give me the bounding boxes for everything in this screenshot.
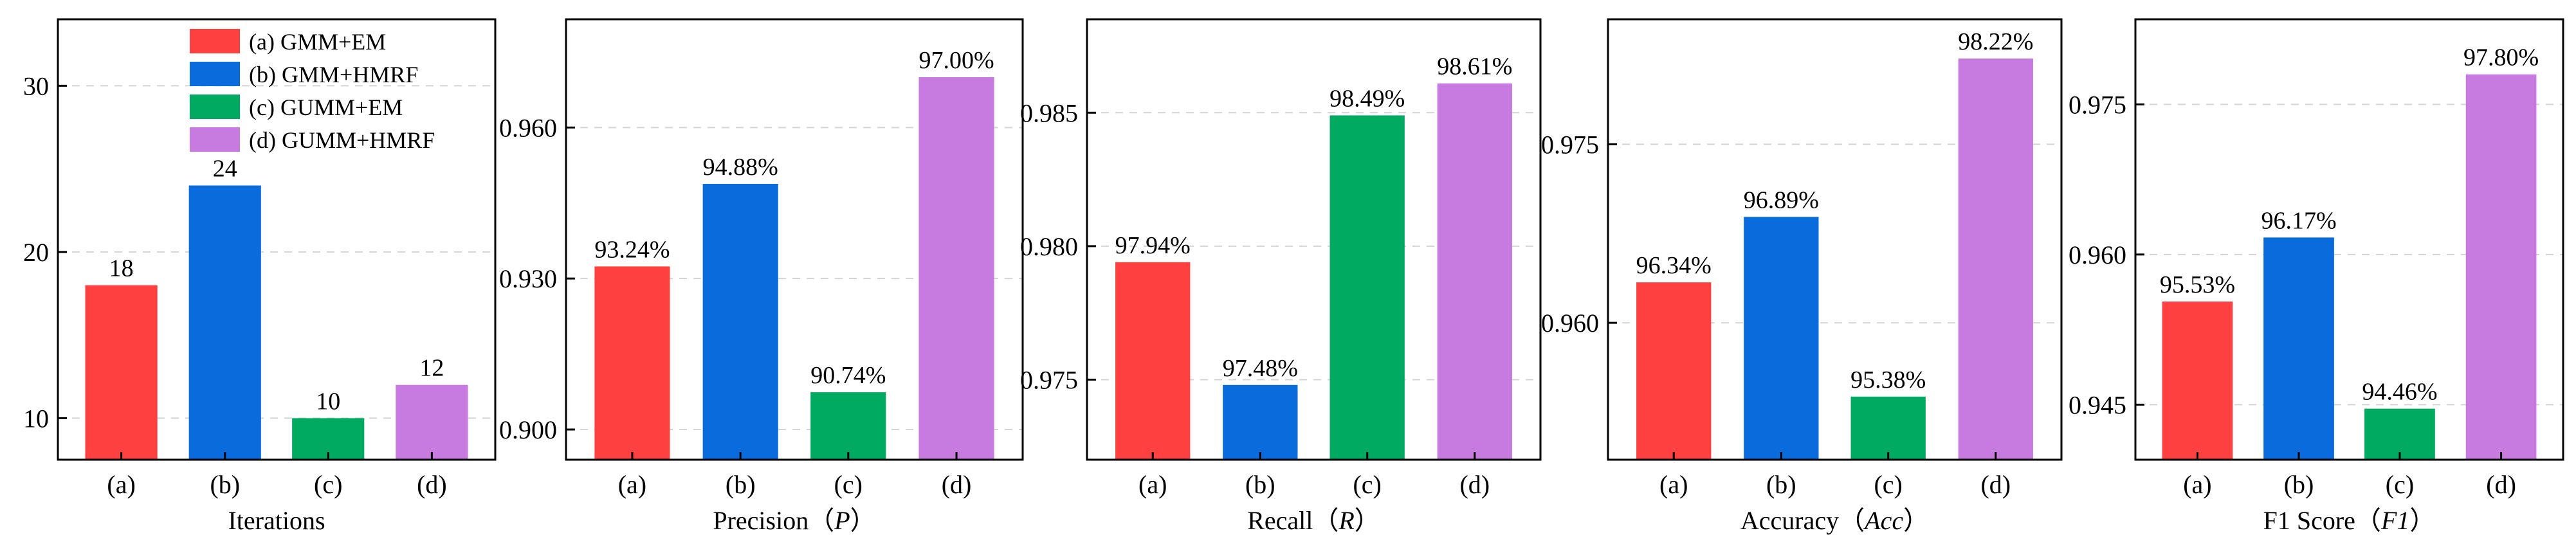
xtick-label-2-3: (c) bbox=[834, 470, 863, 499]
value-label-2-2: 94.88% bbox=[703, 154, 778, 181]
bar-1-d bbox=[396, 384, 468, 460]
bar-2-d bbox=[918, 77, 994, 460]
chart-panel-3: 97.94% 97.48% 98.49% 98.61% 0.975 0.980 0.985 (… bbox=[1020, 18, 1542, 535]
value-label-2-3: 90.74% bbox=[810, 362, 886, 389]
legend-label-1: (a) GMM+EM bbox=[249, 29, 386, 55]
chart-panel-1: 18 24 10 12 10 20 30 (a) (b) (c) (d) Iterations bbox=[23, 18, 497, 535]
legend-swatch-2 bbox=[190, 62, 240, 86]
legend-label-3: (c) GUMM+EM bbox=[249, 95, 403, 120]
xtick-label-4-2: (b) bbox=[1766, 470, 1796, 499]
bar-3-c bbox=[1329, 115, 1405, 460]
legend-swatch-4 bbox=[190, 127, 240, 152]
xtick-label-3-3: (c) bbox=[1353, 470, 1381, 499]
xtick-label-4-1: (a) bbox=[1659, 470, 1688, 499]
ytick-label-2-3: 0.960 bbox=[499, 113, 557, 142]
bar-2-b bbox=[702, 183, 778, 460]
bar-2-c bbox=[810, 392, 886, 460]
value-label-4-1: 96.34% bbox=[1636, 252, 1712, 279]
ytick-label-2-1: 0.900 bbox=[499, 415, 557, 444]
xtick-label-1-1: (a) bbox=[107, 470, 135, 499]
x-axis-title-5: F1 Score（F1） bbox=[2263, 506, 2436, 535]
bar-5-b bbox=[2263, 237, 2334, 460]
value-label-1-4: 12 bbox=[419, 355, 444, 382]
value-label-5-4: 97.80% bbox=[2463, 44, 2539, 71]
ytick-label-4-2: 0.975 bbox=[1541, 130, 1599, 159]
value-label-4-3: 95.38% bbox=[1850, 366, 1926, 393]
plot-frame-4 bbox=[1607, 18, 2063, 461]
value-label-1-3: 10 bbox=[316, 388, 340, 415]
ytick-label-3-1: 0.975 bbox=[1020, 365, 1078, 394]
plot-frame-2 bbox=[565, 18, 1024, 461]
xtick-label-2-2: (b) bbox=[726, 470, 756, 499]
bar-3-b bbox=[1223, 384, 1298, 460]
ytick-label-1-2: 20 bbox=[23, 238, 49, 267]
ytick-label-1-1: 10 bbox=[23, 404, 49, 433]
value-label-2-1: 93.24% bbox=[594, 236, 670, 263]
xtick-label-1-3: (c) bbox=[314, 470, 342, 499]
bar-2-a bbox=[594, 266, 670, 460]
x-axis-title-3: Recall（R） bbox=[1247, 506, 1380, 535]
xtick-label-1-2: (b) bbox=[210, 470, 240, 499]
xtick-label-3-2: (b) bbox=[1245, 470, 1275, 499]
bar-4-a bbox=[1636, 282, 1712, 460]
value-label-5-3: 94.46% bbox=[2362, 379, 2437, 406]
chart-panel-4: 96.34% 96.89% 95.38% 98.22% 0.960 0.975 (a) (b)… bbox=[1541, 18, 2063, 535]
ytick-label-5-2: 0.960 bbox=[2069, 240, 2126, 269]
value-label-3-2: 97.48% bbox=[1223, 355, 1298, 382]
bar-3-a bbox=[1115, 262, 1191, 460]
value-label-4-2: 96.89% bbox=[1744, 186, 1819, 213]
bar-5-d bbox=[2465, 74, 2537, 460]
value-label-3-3: 98.49% bbox=[1329, 85, 1405, 112]
xtick-label-5-2: (b) bbox=[2284, 470, 2314, 499]
value-label-2-4: 97.00% bbox=[918, 47, 994, 74]
ytick-label-2-2: 0.930 bbox=[499, 264, 557, 293]
ytick-label-3-2: 0.980 bbox=[1020, 232, 1078, 261]
bar-5-a bbox=[2162, 302, 2233, 460]
value-label-1-2: 24 bbox=[213, 155, 237, 182]
xtick-label-4-4: (d) bbox=[1980, 470, 2011, 499]
ytick-label-5-1: 0.945 bbox=[2069, 390, 2126, 419]
plot-frame-5 bbox=[2134, 18, 2564, 461]
legend-label-2: (b) GMM+HMRF bbox=[249, 62, 418, 87]
x-axis-title-2: Precision（P） bbox=[713, 506, 875, 535]
plot-frame-3 bbox=[1086, 18, 1542, 461]
bar-1-a bbox=[85, 285, 158, 460]
x-axis-title-1: Iterations bbox=[228, 506, 325, 535]
bar-3-d bbox=[1437, 83, 1512, 460]
bar-5-c bbox=[2364, 408, 2435, 460]
value-label-3-4: 98.61% bbox=[1437, 53, 1512, 80]
ytick-label-5-3: 0.975 bbox=[2069, 90, 2126, 119]
ytick-label-4-1: 0.960 bbox=[1541, 309, 1599, 338]
bar-1-b bbox=[188, 185, 261, 460]
chart-panel-5: 95.53% 96.17% 94.46% 97.80% 0.945 0.960 0.975 (… bbox=[2069, 18, 2564, 535]
xtick-label-5-1: (a) bbox=[2183, 470, 2211, 499]
plot-frame-1 bbox=[57, 18, 497, 461]
legend-label-4: (d) GUMM+HMRF bbox=[249, 127, 435, 153]
x-axis-title-4: Accuracy（Acc） bbox=[1740, 506, 1929, 535]
value-label-3-1: 97.94% bbox=[1115, 232, 1191, 259]
xtick-label-3-4: (d) bbox=[1459, 470, 1490, 499]
ytick-label-1-3: 30 bbox=[23, 71, 49, 100]
xtick-label-5-4: (d) bbox=[2486, 470, 2516, 499]
value-label-5-1: 95.53% bbox=[2160, 271, 2235, 298]
value-label-5-2: 96.17% bbox=[2261, 207, 2336, 234]
legend: (a) GMM+EM (b) GMM+HMRF (c) GUMM+EM (d) GUM… bbox=[190, 29, 435, 153]
legend-swatch-3 bbox=[190, 95, 240, 119]
xtick-label-5-3: (c) bbox=[2386, 470, 2414, 499]
legend-swatch-1 bbox=[190, 29, 240, 53]
bar-4-c bbox=[1850, 396, 1926, 460]
bar-4-b bbox=[1744, 217, 1819, 460]
xtick-label-1-4: (d) bbox=[417, 470, 447, 499]
chart-panel-2: 93.24% 94.88% 90.74% 97.00% 0.900 0.930 0.960 (… bbox=[499, 18, 1024, 535]
value-label-4-4: 98.22% bbox=[1958, 28, 2033, 55]
bar-4-d bbox=[1958, 59, 2033, 460]
xtick-label-2-1: (a) bbox=[618, 470, 646, 499]
value-label-1-1: 18 bbox=[109, 255, 134, 282]
ytick-label-3-3: 0.985 bbox=[1020, 98, 1078, 127]
xtick-label-3-1: (a) bbox=[1138, 470, 1167, 499]
xtick-label-2-4: (d) bbox=[942, 470, 972, 499]
xtick-label-4-3: (c) bbox=[1874, 470, 1902, 499]
